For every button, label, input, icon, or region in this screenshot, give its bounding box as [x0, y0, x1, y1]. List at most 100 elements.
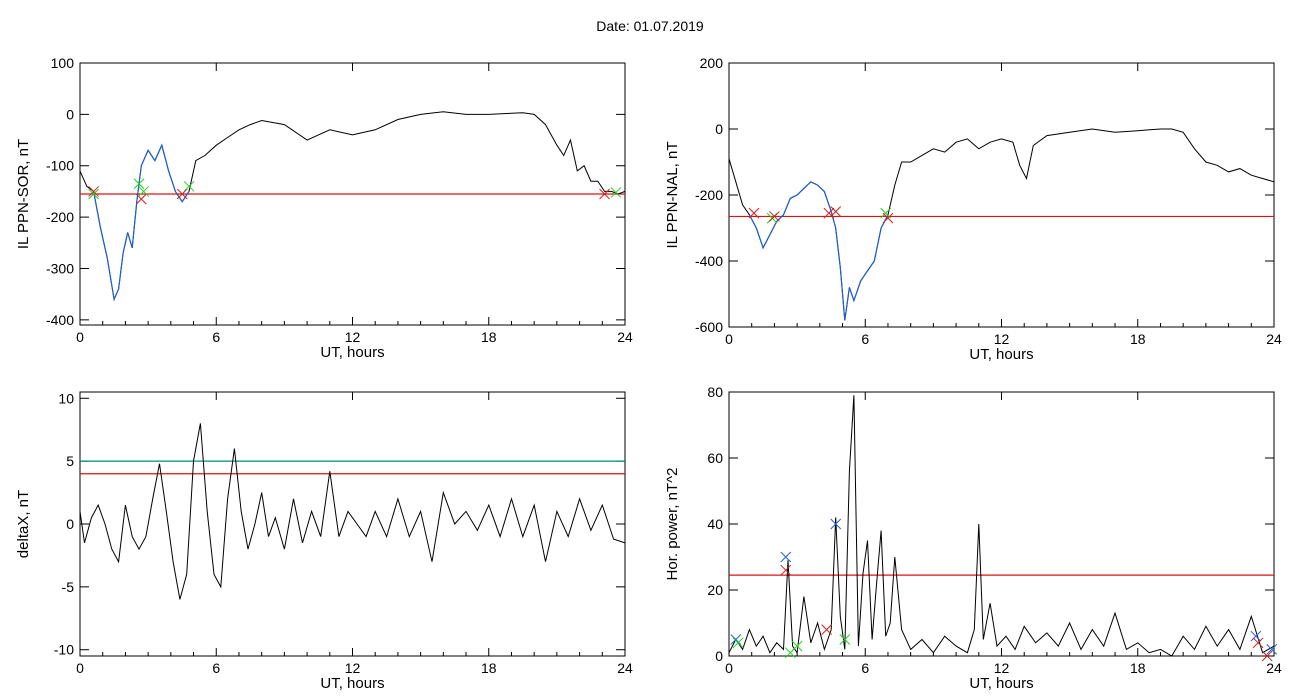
event-marker-stroke: [183, 180, 195, 192]
y-tick-label: 5: [66, 453, 74, 469]
x-tick-label: 18: [481, 329, 497, 345]
y-tick-label: 200: [700, 55, 724, 71]
x-tick-label: 12: [994, 331, 1010, 347]
event-marker: [599, 188, 610, 200]
x-tick-label: 18: [481, 660, 497, 676]
panel-deltax: 0 6 12 18 24 -10 -5 0 5 10 UT, hours deltaX, nT: [15, 390, 633, 692]
y-tick-label: -400: [695, 253, 723, 269]
series-line: [728, 128, 1275, 321]
y-tick-label: 0: [715, 648, 723, 664]
event-marker: [780, 551, 792, 563]
series-line: [728, 395, 1275, 657]
event-marker: [830, 206, 842, 217]
event-marker-stroke: [821, 624, 832, 635]
event-marker: [821, 624, 832, 635]
event-marker: [610, 187, 622, 198]
event-marker: [133, 178, 145, 190]
x-tick-label: 0: [76, 329, 84, 345]
event-marker: [791, 640, 803, 652]
plot-frame: [79, 391, 626, 657]
y-tick-label: -5: [62, 579, 75, 595]
x-tick-label: 12: [994, 660, 1010, 676]
event-marker-stroke: [823, 207, 835, 219]
event-marker: [135, 193, 147, 205]
event-marker: [823, 207, 835, 219]
event-marker-stroke: [882, 212, 894, 224]
event-marker-stroke: [88, 188, 99, 200]
x-tick-label: 12: [345, 329, 361, 345]
x-tick-label: 6: [212, 329, 220, 345]
event-marker-stroke: [839, 634, 851, 645]
x-tick-label: 0: [725, 660, 733, 676]
event-marker: [88, 186, 99, 197]
event-marker-stroke: [730, 634, 742, 645]
y-tick-label: 0: [66, 516, 74, 532]
event-marker-stroke: [780, 551, 792, 563]
event-marker-stroke: [138, 186, 149, 197]
panel-ppn-nal: 0 6 12 18 24 -600 -400 -200 0 200 UT, hours IL PPN-…: [664, 55, 1282, 363]
x-tick-label: 6: [861, 331, 869, 347]
y-tick-label: 0: [715, 121, 723, 137]
event-marker-stroke: [133, 178, 145, 190]
event-marker: [183, 180, 195, 192]
panel-hor-power: 0 6 12 18 24 0 20 40 60 80 UT, hours Hor. power, nT…: [664, 384, 1282, 692]
y-tick-label: 0: [66, 106, 74, 122]
x-tick-label: 18: [1130, 331, 1146, 347]
event-marker-stroke: [88, 186, 99, 197]
x-tick-label: 0: [76, 660, 84, 676]
event-marker-stroke: [1252, 637, 1264, 649]
event-marker: [780, 564, 792, 576]
y-tick-label: -200: [46, 209, 74, 225]
event-marker-stroke: [830, 206, 842, 217]
filtered-series-line: [748, 181, 889, 321]
x-tick-label: 6: [212, 660, 220, 676]
y-tick-label: -400: [46, 312, 74, 328]
y-tick-label: 20: [707, 582, 723, 598]
event-marker-stroke: [1266, 644, 1278, 655]
event-marker-stroke: [830, 518, 842, 530]
y-tick-label: 10: [58, 390, 74, 406]
event-marker: [1250, 630, 1262, 642]
event-marker-stroke: [732, 637, 744, 649]
event-marker-stroke: [880, 207, 892, 219]
event-marker-stroke: [780, 564, 792, 576]
y-tick-label: 60: [707, 450, 723, 466]
event-marker-stroke: [1261, 650, 1273, 662]
y-tick-label: -100: [46, 158, 74, 174]
event-marker: [830, 518, 842, 530]
event-marker: [138, 186, 149, 197]
y-tick-label: 100: [51, 55, 75, 71]
y-axis-label: Hor. power, nT^2: [664, 468, 681, 581]
y-axis-label: IL PPN-SOR, nT: [15, 139, 32, 249]
event-marker-stroke: [1250, 630, 1262, 642]
y-tick-label: -10: [54, 642, 74, 658]
event-marker-stroke: [135, 193, 147, 205]
event-marker: [88, 188, 99, 200]
y-tick-label: -300: [46, 260, 74, 276]
x-tick-label: 6: [861, 660, 869, 676]
event-marker: [748, 207, 760, 219]
event-marker-stroke: [748, 207, 760, 219]
plot-frame: [728, 391, 1275, 657]
x-tick-label: 24: [1266, 660, 1282, 676]
x-axis-label: UT, hours: [969, 346, 1033, 363]
event-marker: [1266, 644, 1278, 655]
y-axis-label: deltaX, nT: [15, 490, 32, 558]
event-marker-stroke: [769, 211, 780, 222]
event-marker: [839, 634, 851, 645]
y-tick-label: -600: [695, 319, 723, 335]
y-tick-label: 40: [707, 516, 723, 532]
filtered-series-line: [93, 143, 190, 302]
x-tick-label: 24: [617, 660, 633, 676]
x-tick-label: 24: [617, 329, 633, 345]
x-tick-label: 18: [1130, 660, 1146, 676]
series-line: [79, 111, 626, 302]
panel-ppn-sor: 0 6 12 18 24 -400 -300 -200 -100 0 100 UT, hours IL …: [15, 55, 633, 361]
event-marker-stroke: [599, 188, 610, 200]
event-marker: [1252, 637, 1264, 649]
y-tick-label: -200: [695, 187, 723, 203]
y-tick-label: 80: [707, 384, 723, 400]
x-tick-label: 12: [345, 660, 361, 676]
series-line: [79, 423, 626, 600]
